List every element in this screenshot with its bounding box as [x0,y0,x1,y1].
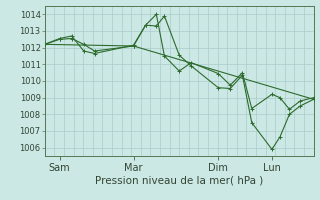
X-axis label: Pression niveau de la mer( hPa ): Pression niveau de la mer( hPa ) [95,176,263,186]
